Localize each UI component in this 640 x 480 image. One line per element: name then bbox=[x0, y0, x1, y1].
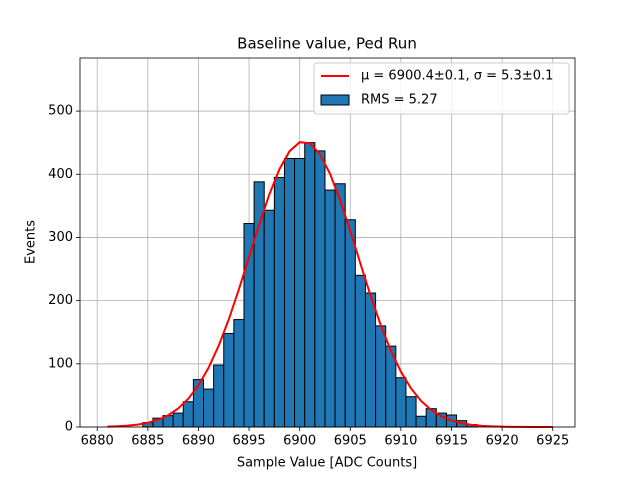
tick-layer: 6880 6885 6890 6895 6900 6905 6910 6915 6920 6925… bbox=[48, 104, 569, 449]
y-tick-label: 300 bbox=[48, 230, 73, 245]
legend-label: RMS = 5.27 bbox=[361, 93, 438, 108]
legend: μ = 6900.4±0.1, σ = 5.3±0.1 RMS = 5.27 bbox=[313, 62, 570, 115]
y-tick-label: 0 bbox=[65, 420, 73, 435]
x-tick-label: 6900 bbox=[283, 434, 316, 449]
histogram-bar bbox=[172, 412, 184, 428]
x-tick-label: 6910 bbox=[384, 434, 417, 449]
histogram-bar bbox=[344, 219, 356, 428]
y-tick-label: 200 bbox=[48, 293, 73, 308]
histogram-bar bbox=[263, 209, 275, 428]
histogram-bar bbox=[354, 274, 366, 428]
chart-title: Baseline value, Ped Run bbox=[237, 35, 417, 53]
histogram-bar bbox=[375, 325, 387, 428]
histogram-bar bbox=[213, 364, 225, 428]
y-tick-label: 500 bbox=[48, 104, 73, 119]
histogram-bar bbox=[233, 319, 245, 428]
x-tick-label: 6925 bbox=[536, 434, 569, 449]
y-tick-label: 400 bbox=[48, 167, 73, 182]
histogram-bar bbox=[314, 150, 326, 428]
histogram-bar bbox=[405, 396, 417, 428]
axes-frame bbox=[79, 57, 576, 428]
x-axis-label: Sample Value [ADC Counts] bbox=[237, 456, 417, 471]
histogram-bar bbox=[324, 189, 336, 428]
x-tick-label: 6915 bbox=[435, 434, 468, 449]
histogram-bar bbox=[334, 183, 346, 428]
x-tick-label: 6880 bbox=[81, 434, 114, 449]
y-tick-label: 100 bbox=[48, 356, 73, 371]
histogram-bar bbox=[395, 377, 407, 428]
legend-patch bbox=[320, 94, 350, 106]
x-tick-label: 6890 bbox=[182, 434, 215, 449]
x-tick-label: 6905 bbox=[334, 434, 367, 449]
histogram-bar bbox=[273, 176, 285, 428]
histogram-bar bbox=[304, 142, 316, 428]
histogram-bar bbox=[253, 181, 265, 428]
histogram-bar bbox=[283, 157, 296, 428]
histogram-bar bbox=[202, 388, 215, 428]
legend-box bbox=[313, 62, 570, 115]
histogram-bar bbox=[364, 292, 377, 428]
histogram-bar bbox=[182, 401, 194, 428]
y-axis-label: Events bbox=[24, 220, 39, 264]
histogram-bar bbox=[294, 157, 306, 428]
fit-line bbox=[107, 141, 553, 428]
legend-label: μ = 6900.4±0.1, σ = 5.3±0.1 bbox=[361, 69, 553, 84]
x-tick-label: 6885 bbox=[131, 434, 164, 449]
x-tick-label: 6920 bbox=[486, 434, 519, 449]
histogram-bar bbox=[223, 332, 235, 428]
x-tick-label: 6895 bbox=[233, 434, 266, 449]
histogram-bar bbox=[415, 415, 427, 428]
